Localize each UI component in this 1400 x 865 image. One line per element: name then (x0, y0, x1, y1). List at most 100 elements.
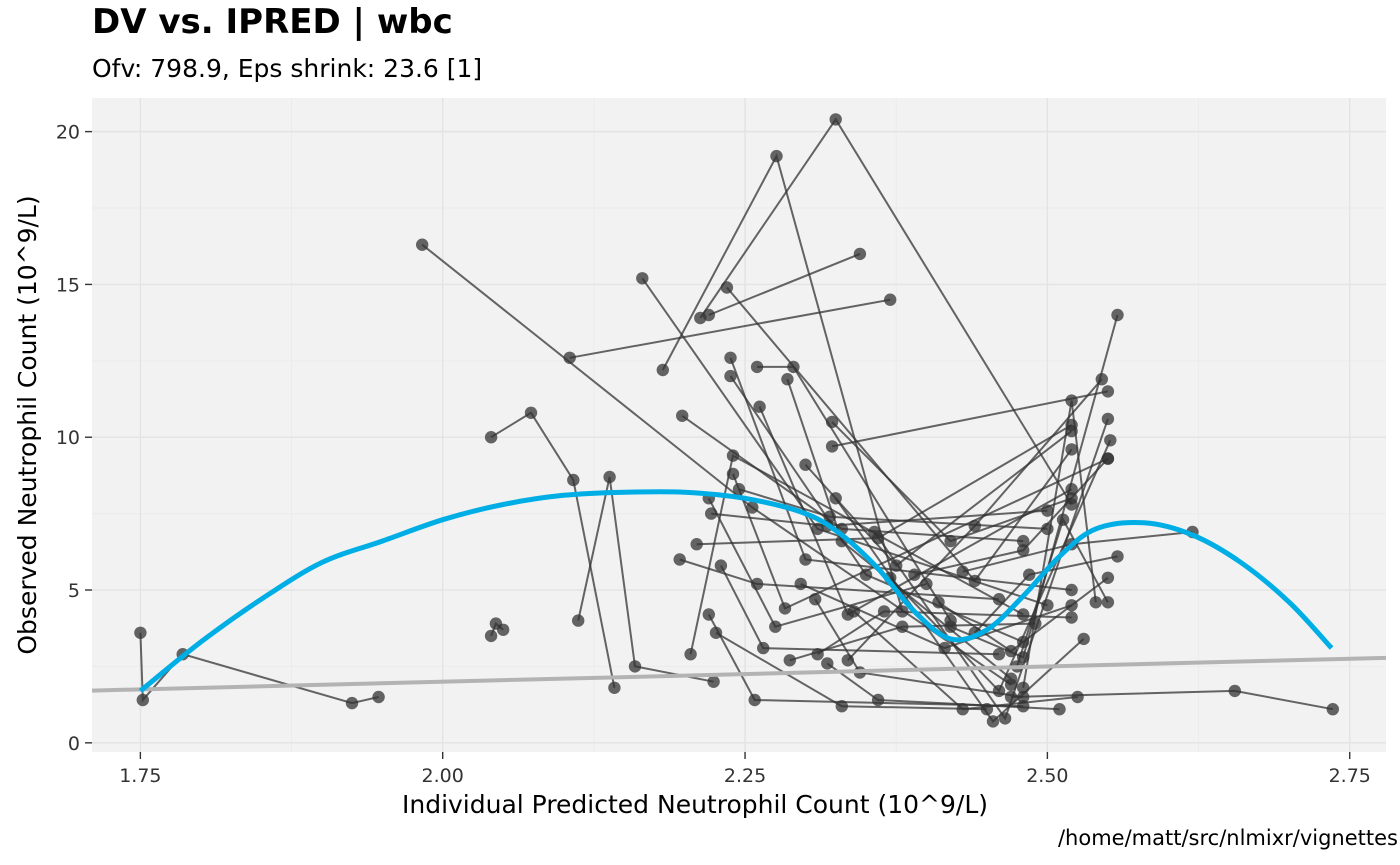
data-point (932, 596, 945, 609)
x-axis-label: Individual Predicted Neutrophil Count (1… (402, 790, 988, 819)
data-point (1065, 424, 1078, 438)
x-tick-label: 2.00 (422, 765, 464, 787)
data-point (968, 519, 981, 533)
data-point (1004, 644, 1018, 658)
data-point (1065, 443, 1078, 456)
data-point (1101, 452, 1115, 465)
data-point (877, 605, 891, 618)
data-point (1022, 568, 1036, 581)
data-point (992, 684, 1006, 698)
y-tick-label: 15 (56, 274, 80, 296)
data-point (1095, 373, 1109, 386)
chart-subtitle: Ofv: 798.9, Eps shrink: 23.6 [1] (92, 54, 483, 83)
data-point (938, 641, 951, 655)
data-point (1017, 690, 1030, 704)
data-point (726, 449, 740, 462)
data-point (1065, 599, 1078, 612)
data-point (884, 293, 897, 306)
chart-title: DV vs. IPRED | wbc (92, 2, 453, 42)
data-point (750, 577, 764, 591)
data-point (603, 470, 616, 484)
data-point (702, 608, 715, 621)
data-point (1041, 504, 1054, 517)
data-point (1228, 684, 1242, 698)
data-point (821, 657, 834, 670)
axes: 1.75 2.00 2.25 2.50 2.75 0 5 10 15 20 (56, 122, 1371, 787)
data-point (794, 577, 807, 591)
data-point (1029, 617, 1042, 630)
data-point (1056, 513, 1070, 526)
data-point (920, 577, 933, 591)
data-point (1111, 308, 1124, 322)
data-point (372, 690, 385, 704)
x-tick-label: 2.50 (1026, 765, 1068, 787)
data-point (1077, 632, 1090, 646)
data-point (628, 660, 642, 673)
data-point (908, 568, 921, 581)
data-point (572, 614, 585, 627)
x-tick-label: 1.75 (119, 765, 161, 787)
data-point (1111, 550, 1124, 563)
data-point (1065, 583, 1078, 597)
data-point (956, 565, 969, 578)
y-tick-label: 5 (68, 580, 80, 602)
data-point (769, 620, 782, 633)
subject-line (490, 411, 616, 688)
x-tick-label: 2.75 (1329, 765, 1371, 787)
data-point (748, 693, 761, 707)
grid-lines (92, 98, 1386, 752)
data-point (1065, 611, 1078, 624)
data-point (567, 473, 580, 487)
data-point (811, 522, 824, 536)
data-point (968, 574, 981, 588)
data-point (484, 431, 498, 444)
data-point (992, 593, 1006, 606)
data-point (799, 458, 812, 471)
subject-line (569, 298, 891, 359)
data-point (746, 501, 759, 514)
data-point (1053, 703, 1066, 716)
data-point (859, 568, 873, 581)
data-point (825, 415, 839, 429)
data-point (980, 703, 994, 716)
data-point (732, 483, 746, 496)
data-point (705, 507, 718, 520)
data-point (1104, 434, 1117, 447)
data-point (868, 525, 881, 539)
data-point (799, 553, 812, 566)
data-point (416, 238, 429, 251)
data-point (608, 681, 621, 694)
data-point (1017, 608, 1030, 621)
data-point (1065, 492, 1078, 505)
data-point (724, 369, 737, 383)
data-point (1101, 596, 1115, 609)
data-point (676, 409, 689, 422)
data-point (1041, 599, 1054, 612)
data-point (673, 553, 686, 566)
data-point (829, 113, 842, 126)
data-point (524, 406, 538, 419)
data-point (720, 281, 734, 294)
data-point (896, 620, 909, 633)
smooth-curve (138, 489, 1334, 693)
data-point (757, 641, 770, 655)
data-point (563, 351, 576, 364)
data-point (770, 149, 783, 163)
data-point (136, 693, 149, 707)
data-point (829, 492, 842, 505)
subject-line (831, 390, 1109, 448)
data-point (1089, 596, 1103, 609)
data-point (1101, 385, 1115, 398)
data-point (809, 593, 822, 606)
data-point (787, 360, 800, 374)
identity-line (91, 655, 1387, 693)
data-point (484, 629, 498, 643)
data-point (1017, 544, 1030, 557)
data-point (1017, 681, 1030, 694)
data-point (1017, 534, 1030, 548)
data-point (1004, 690, 1018, 704)
data-point (724, 351, 737, 364)
data-point (1101, 571, 1115, 584)
data-point (1017, 700, 1030, 713)
